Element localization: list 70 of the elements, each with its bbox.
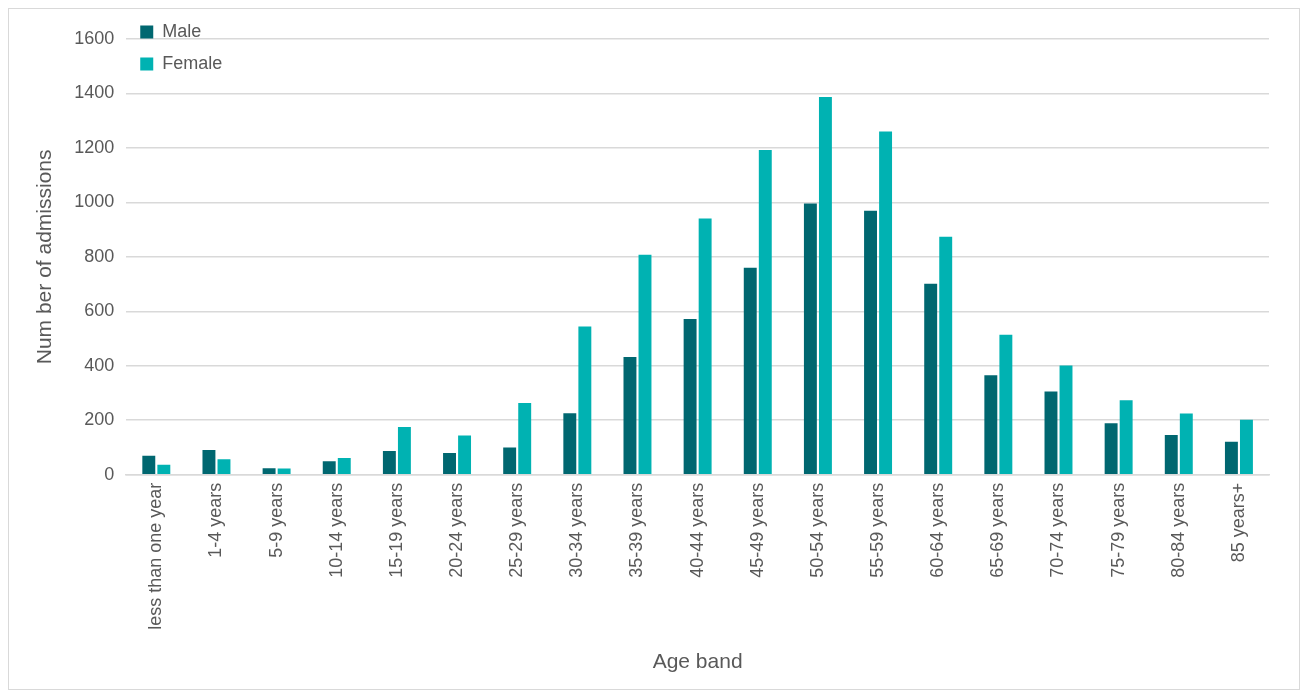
bar (864, 210, 877, 474)
y-tick-label: 1600 (74, 27, 115, 48)
bar (563, 413, 577, 474)
bar (924, 283, 938, 474)
bar (758, 150, 772, 474)
legend-label: Male (162, 20, 202, 41)
bar (142, 455, 156, 474)
x-tick-label: 80-84 years (1167, 482, 1188, 578)
x-tick-label: 35-39 years (626, 482, 647, 578)
bar (1164, 434, 1178, 474)
x-tick-label: 1-4 years (205, 482, 226, 558)
x-tick-label: 85 years+ (1227, 482, 1248, 563)
x-tick-label: 65-69 years (987, 482, 1008, 578)
y-tick-label: 400 (84, 354, 115, 375)
bar (1059, 365, 1073, 474)
bar (803, 203, 817, 474)
x-tick-label: 50-54 years (806, 482, 827, 578)
bar (984, 375, 998, 474)
bar (277, 468, 291, 474)
bar (503, 447, 517, 474)
y-tick-label: 200 (84, 409, 115, 430)
y-tick-label: 800 (84, 245, 115, 266)
x-axis-title: Age band (652, 649, 743, 673)
bar (443, 452, 456, 474)
bar (999, 334, 1013, 474)
legend-label: Female (162, 52, 223, 73)
bar (939, 236, 953, 474)
bar (1104, 423, 1118, 474)
bar (262, 468, 276, 474)
y-tick-label: 1200 (74, 136, 115, 157)
x-tick-label: 60-64 years (927, 482, 948, 578)
y-axis-title: Num ber of admissions (32, 149, 56, 365)
x-tick-label: 30-34 years (566, 482, 587, 578)
x-tick-label: 5-9 years (265, 482, 286, 558)
bar (217, 459, 231, 474)
y-tick-label: 1400 (74, 82, 115, 103)
x-tick-label: 10-14 years (325, 482, 346, 578)
bar (382, 451, 396, 474)
x-tick-label: less than one year (145, 482, 166, 630)
bar (698, 218, 712, 474)
bar (518, 403, 532, 474)
x-tick-label: 20-24 years (446, 482, 467, 578)
x-tick-label: 15-19 years (385, 482, 406, 578)
bar (879, 131, 893, 474)
bar (638, 254, 652, 474)
bar (1179, 413, 1193, 474)
bar (1224, 441, 1238, 474)
x-tick-label: 55-59 years (867, 482, 888, 578)
bar (818, 97, 832, 474)
bar (458, 435, 472, 474)
x-tick-label: 25-29 years (506, 482, 527, 578)
bar (322, 461, 336, 474)
bar (1044, 391, 1058, 474)
bar (1119, 400, 1133, 474)
bar (397, 427, 411, 474)
bar (743, 267, 757, 474)
x-tick-label: 70-74 years (1047, 482, 1068, 578)
bar (578, 326, 592, 474)
bar (1239, 419, 1253, 474)
y-tick-label: 0 (104, 463, 115, 484)
bar (337, 458, 351, 474)
bar (157, 464, 171, 474)
bar (623, 357, 637, 474)
x-tick-label: 45-49 years (746, 482, 767, 578)
y-tick-label: 600 (84, 300, 115, 321)
bar (202, 449, 216, 474)
bar (683, 318, 697, 474)
x-tick-label: 40-44 years (686, 482, 707, 578)
x-tick-label: 75-79 years (1107, 482, 1128, 578)
y-tick-label: 1000 (74, 191, 115, 212)
